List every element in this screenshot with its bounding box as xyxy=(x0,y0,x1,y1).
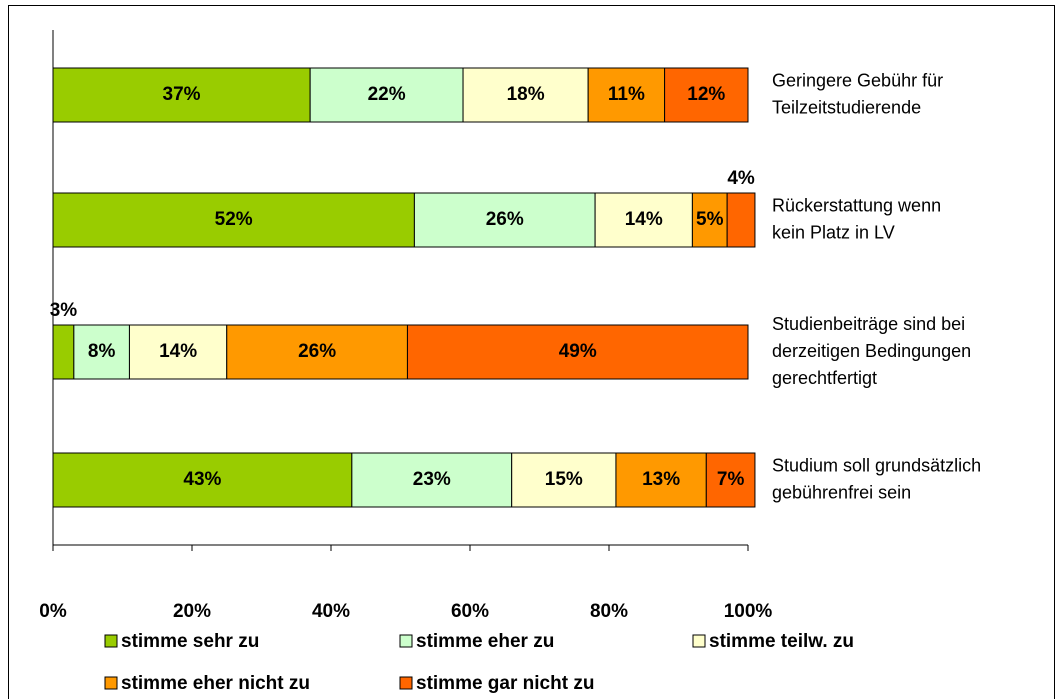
legend-swatch xyxy=(104,676,118,690)
legend-label: stimme sehr zu xyxy=(121,631,259,652)
bar-segment xyxy=(52,192,415,248)
data-label: 43% xyxy=(183,469,221,490)
bar-segment xyxy=(128,324,228,380)
legend-label: stimme eher zu xyxy=(416,631,554,652)
data-label: 5% xyxy=(696,209,724,230)
legend-label: stimme gar nicht zu xyxy=(416,673,594,694)
data-label: 22% xyxy=(368,84,406,105)
bar-segment xyxy=(406,324,749,380)
data-label: 4% xyxy=(727,168,755,189)
bar-segment xyxy=(52,324,75,380)
category-label: Teilzeitstudierende xyxy=(772,97,921,117)
data-label: 3% xyxy=(50,300,78,321)
data-label: 49% xyxy=(559,341,597,362)
category-label: Studienbeiträge sind bei xyxy=(772,314,965,334)
legend-swatch xyxy=(104,634,118,648)
bar-segment xyxy=(664,67,749,123)
bar-segment xyxy=(52,452,353,508)
data-label: 14% xyxy=(625,209,663,230)
bar-segment xyxy=(705,452,756,508)
category-label: gerechtfertigt xyxy=(772,368,877,388)
x-tick-label: 100% xyxy=(724,601,773,622)
bar-segment xyxy=(587,67,666,123)
bar-segment xyxy=(462,67,589,123)
x-tick-label: 20% xyxy=(173,601,211,622)
category-label: gebührenfrei sein xyxy=(772,482,911,502)
data-label: 7% xyxy=(717,469,745,490)
x-tick-label: 60% xyxy=(451,601,489,622)
legend-label: stimme eher nicht zu xyxy=(121,673,310,694)
legend-swatch xyxy=(692,634,706,648)
data-label: 26% xyxy=(298,341,336,362)
bar-segment xyxy=(73,324,130,380)
data-label: 11% xyxy=(608,84,645,105)
bar-segment xyxy=(691,192,728,248)
data-label: 18% xyxy=(507,84,545,105)
bar-segment xyxy=(309,67,464,123)
category-label: Rückerstattung wenn xyxy=(772,195,941,215)
bar-segment xyxy=(351,452,513,508)
data-label: 52% xyxy=(215,209,253,230)
bar-segment xyxy=(726,192,756,248)
data-label: 13% xyxy=(642,469,680,490)
category-label: Studium soll grundsätzlich xyxy=(772,455,981,475)
data-label: 23% xyxy=(413,469,451,490)
x-tick-label: 0% xyxy=(39,601,67,622)
bar-segment xyxy=(413,192,596,248)
data-label: 12% xyxy=(687,84,725,105)
category-label: derzeitigen Bedingungen xyxy=(772,341,971,361)
x-tick-label: 80% xyxy=(590,601,628,622)
legend-swatch xyxy=(399,676,413,690)
data-label: 26% xyxy=(486,209,524,230)
x-tick-label: 40% xyxy=(312,601,350,622)
data-label: 8% xyxy=(88,341,116,362)
category-label: kein Platz in LV xyxy=(772,222,895,242)
bar-segment xyxy=(615,452,707,508)
legend-swatch xyxy=(399,634,413,648)
chart-frame xyxy=(8,5,1055,699)
data-label: 37% xyxy=(163,84,201,105)
data-label: 14% xyxy=(159,341,197,362)
bar-segment xyxy=(511,452,617,508)
data-label: 15% xyxy=(545,469,583,490)
category-label: Geringere Gebühr für xyxy=(772,70,943,90)
bar-segment xyxy=(594,192,693,248)
legend-label: stimme teilw. zu xyxy=(709,631,854,652)
